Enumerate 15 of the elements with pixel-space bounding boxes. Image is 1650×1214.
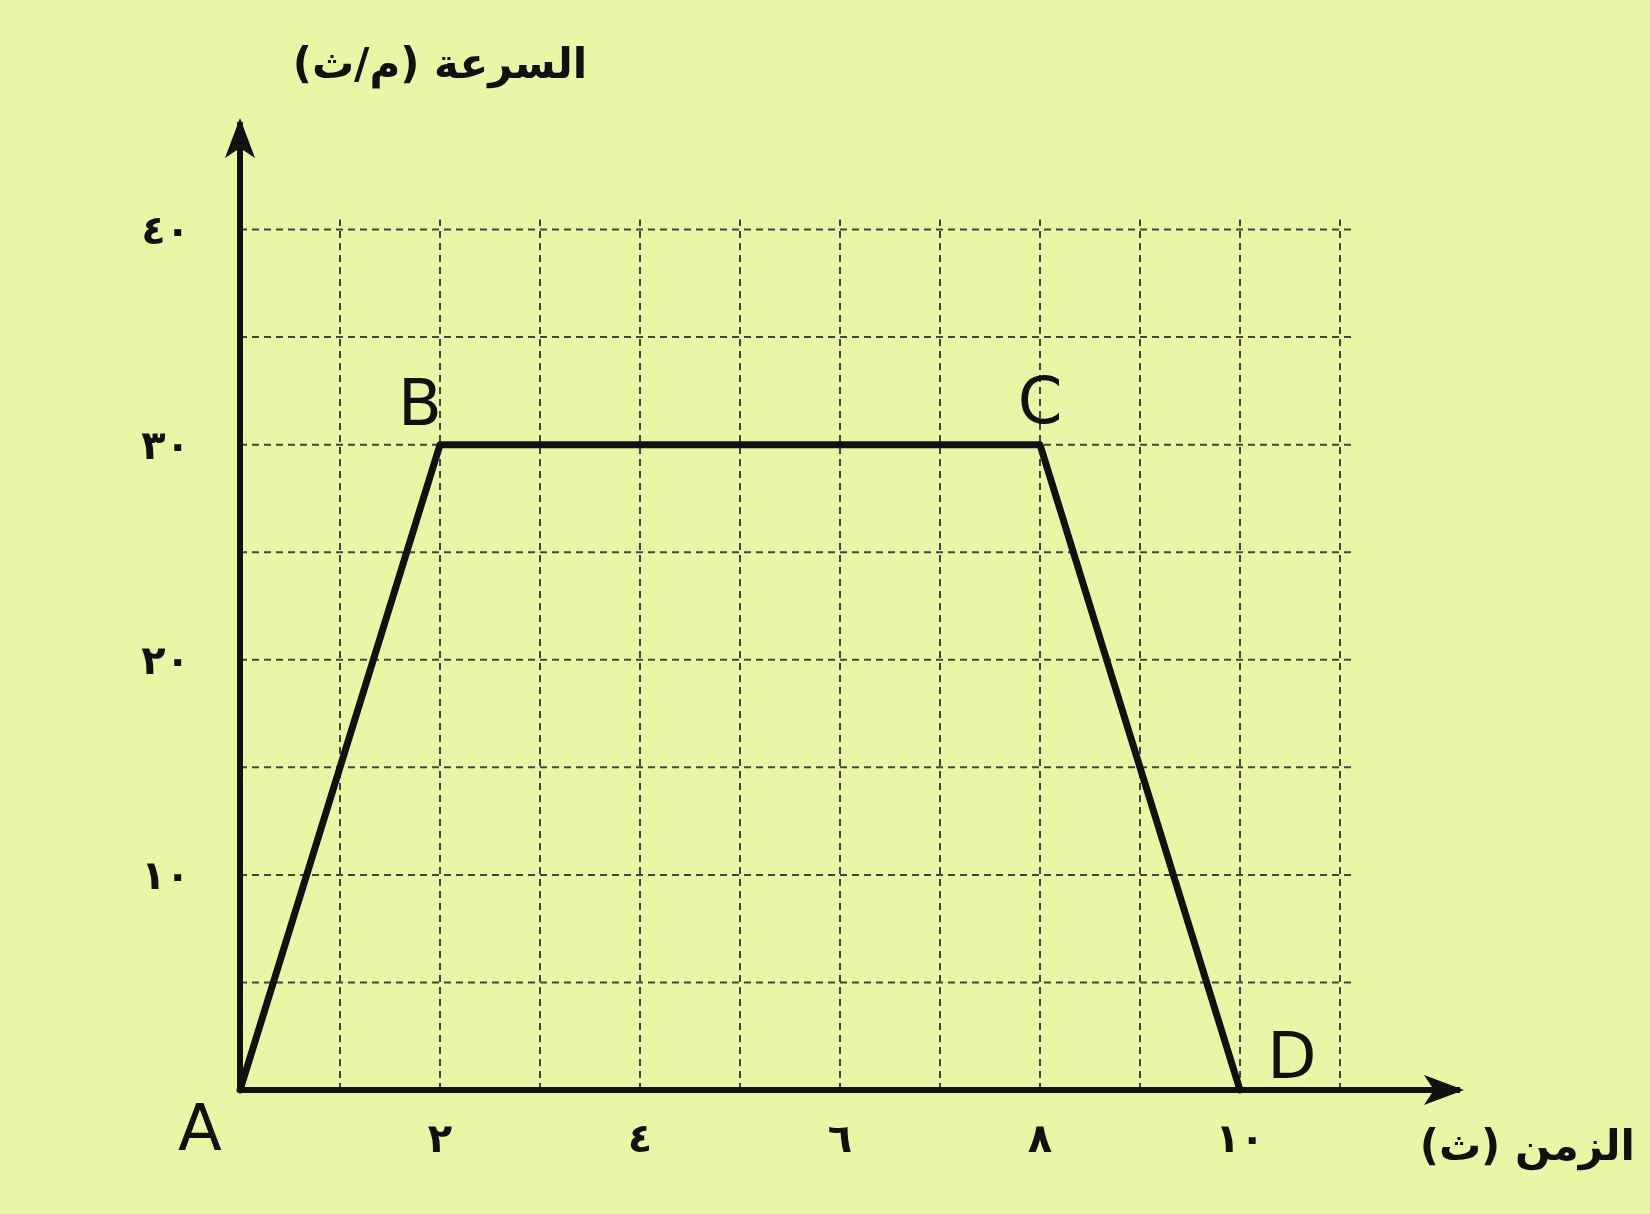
y-axis-title: السرعة (م/ث) [292, 39, 588, 89]
x-tick-label: ٤ [627, 1115, 653, 1161]
annotation: D [1267, 1019, 1317, 1093]
annotation: A [178, 1091, 223, 1165]
y-tick-label: ٤٠ [141, 206, 190, 253]
y-tick-label: ٢٠ [141, 636, 190, 683]
x-tick-label: ٢ [427, 1115, 453, 1161]
y-tick-label: ١٠ [141, 851, 190, 898]
x-tick-label: ٨ [1027, 1115, 1053, 1161]
annotation: B [398, 365, 442, 440]
x-tick-label: ١٠ [1215, 1115, 1265, 1161]
x-axis-title: الزمن (ث) [1419, 1121, 1635, 1171]
annotation: C [1017, 363, 1063, 438]
x-tick-label: ٦ [827, 1115, 853, 1161]
y-tick-label: ٣٠ [141, 421, 190, 468]
